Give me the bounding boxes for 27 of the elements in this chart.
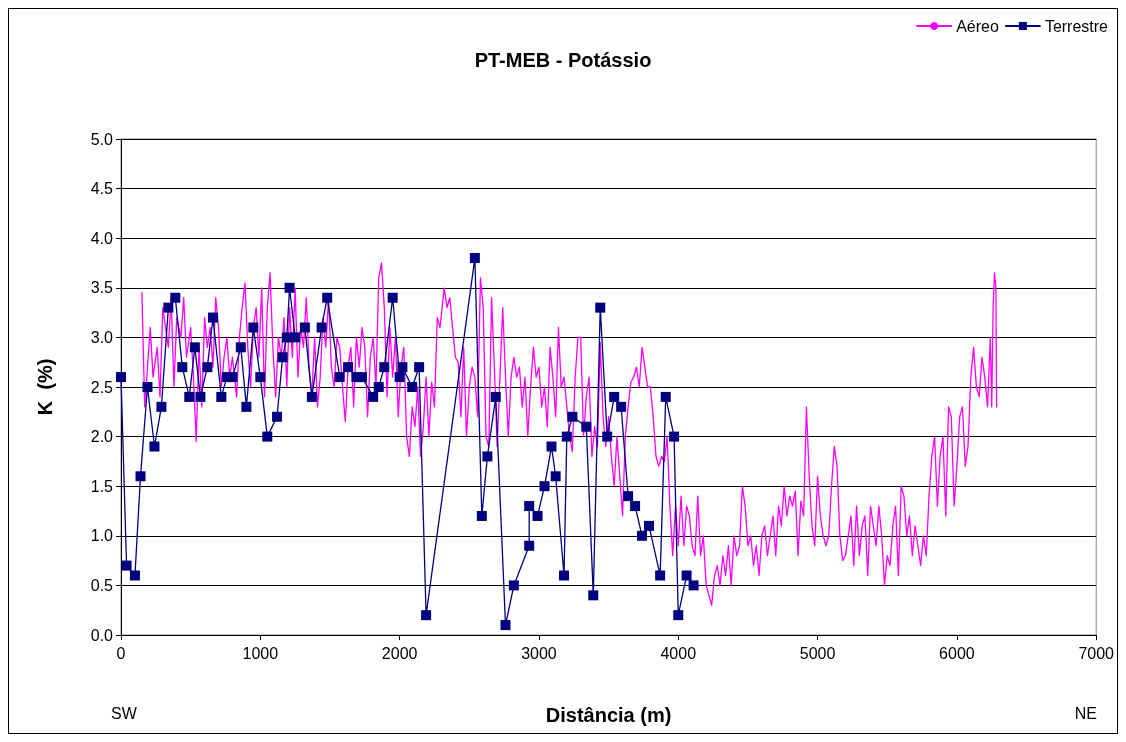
- legend-label: Terrestre: [1044, 17, 1109, 35]
- y-tick-label: 2.5: [90, 378, 114, 396]
- text: SW: [111, 704, 138, 722]
- y-tick-label: 0.5: [90, 576, 114, 594]
- x-tick-label: 5000: [799, 644, 836, 662]
- line-series: [141, 262, 998, 606]
- y-axis-title: K (%): [34, 358, 56, 416]
- x-tick-label: 4000: [660, 644, 697, 662]
- text: NE: [1074, 704, 1098, 722]
- x-tick-label: 3000: [521, 644, 557, 662]
- y-tick-label: 3.0: [90, 328, 114, 346]
- y-tick-label: 3.5: [90, 279, 114, 297]
- y-tick-label: 4.0: [90, 229, 114, 247]
- x-tick-label: 6000: [939, 644, 975, 662]
- y-tick-label: 0.0: [90, 626, 114, 644]
- x-tick-label: 1000: [242, 644, 279, 662]
- legend-label: Aéreo: [956, 17, 999, 35]
- x-tick-label: 2000: [381, 644, 418, 662]
- y-tick-label: 5.0: [90, 130, 114, 148]
- y-tick-label: 1.0: [90, 527, 114, 545]
- x-tick-label: 0: [116, 644, 126, 662]
- x-tick-label: 7000: [1078, 644, 1115, 662]
- chart-title: PT-MEB - Potássio: [474, 49, 652, 71]
- y-tick-label: 2.0: [90, 428, 114, 446]
- y-tick-label: 1.5: [90, 477, 114, 495]
- y-tick-label: 4.5: [90, 180, 114, 198]
- x-axis-title: Distância (m): [545, 704, 672, 726]
